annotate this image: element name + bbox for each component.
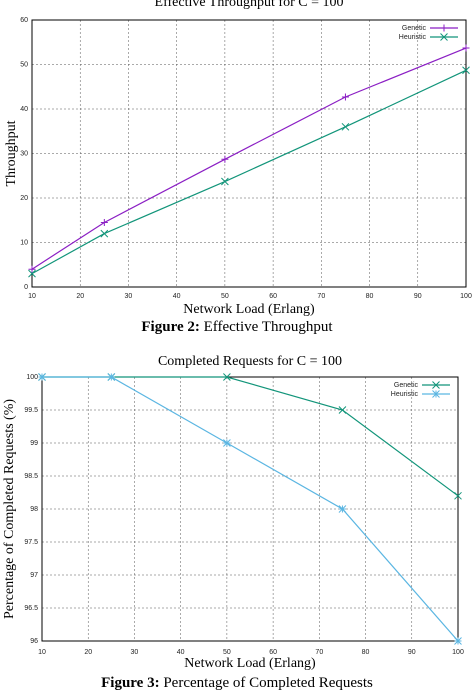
x-tick-label: 60 — [269, 293, 277, 300]
x-tick-label: 10 — [38, 649, 46, 656]
caption-text: Percentage of Completed Requests — [163, 675, 373, 691]
x-tick-label: 60 — [269, 649, 277, 656]
x-tick-label: 10 — [28, 293, 36, 300]
x-tick-label: 30 — [125, 293, 133, 300]
y-tick-label: 98.5 — [24, 473, 38, 480]
y-tick-label: 97.5 — [24, 539, 38, 546]
x-tick-label: 90 — [414, 293, 422, 300]
y-axis-label: Percentage of Completed Requests (%) — [2, 399, 17, 619]
y-tick-label: 20 — [20, 195, 28, 202]
data-point — [454, 637, 462, 645]
data-point — [221, 177, 229, 186]
y-tick-label: 99.5 — [24, 407, 38, 414]
x-tick-label: 30 — [131, 649, 139, 656]
x-tick-label: 90 — [408, 649, 416, 656]
x-tick-label: 40 — [177, 649, 185, 656]
caption-text: Effective Throughput — [204, 319, 334, 335]
y-tick-label: 40 — [20, 106, 28, 113]
data-point — [454, 491, 462, 500]
y-tick-label: 30 — [20, 150, 28, 157]
y-tick-label: 100 — [26, 374, 38, 381]
legend-marker — [432, 390, 440, 398]
chart-title: Completed Requests for C = 100 — [158, 354, 342, 369]
y-tick-label: 99 — [30, 440, 38, 447]
y-tick-label: 96.5 — [24, 605, 38, 612]
data-point — [100, 229, 109, 238]
plot-frame — [41, 376, 459, 642]
legend-marker — [432, 381, 440, 389]
y-tick-label: 0 — [24, 284, 28, 291]
data-point — [107, 373, 116, 381]
data-point — [338, 505, 347, 513]
x-axis-label: Network Load (Erlang) — [183, 302, 315, 317]
data-point — [221, 155, 229, 163]
y-tick-label: 96 — [30, 638, 38, 645]
x-tick-label: 100 — [452, 649, 464, 656]
x-tick-label: 50 — [223, 649, 231, 656]
legend-marker — [440, 24, 448, 32]
data-point — [38, 373, 46, 381]
data-point — [100, 218, 108, 226]
data-point — [338, 406, 347, 414]
caption-label: Figure 3: — [101, 675, 159, 691]
data-point — [341, 122, 350, 131]
data-point — [28, 265, 36, 273]
figure-caption: Figure 3: Percentage of Completed Reques… — [101, 675, 373, 691]
x-tick-label: 100 — [460, 293, 472, 300]
data-point — [223, 373, 231, 381]
x-tick-label: 70 — [315, 649, 323, 656]
y-tick-label: 50 — [20, 61, 28, 68]
data-point — [462, 66, 470, 75]
x-tick-label: 50 — [221, 293, 229, 300]
series-line — [31, 69, 467, 275]
x-tick-label: 40 — [173, 293, 181, 300]
x-tick-label: 80 — [366, 293, 374, 300]
x-tick-label: 70 — [317, 293, 325, 300]
y-tick-label: 10 — [20, 239, 28, 246]
x-tick-label: 80 — [362, 649, 370, 656]
plot-frame — [31, 19, 467, 288]
legend-label: Heuristic — [399, 34, 427, 41]
chart-title: Effective Throughput for C = 100 — [155, 0, 344, 10]
series-line — [31, 47, 467, 270]
data-point — [462, 44, 470, 52]
x-axis-label: Network Load (Erlang) — [184, 656, 316, 671]
y-axis-label: Throughput — [4, 120, 19, 186]
legend-label: Genetic — [402, 25, 427, 32]
legend-label: Heuristic — [391, 391, 419, 398]
figure-caption: Figure 2: Effective Throughput — [141, 319, 333, 335]
legend-marker — [440, 33, 448, 41]
y-tick-label: 97 — [30, 572, 38, 579]
caption-label: Figure 2: — [141, 319, 199, 335]
x-tick-label: 20 — [84, 649, 92, 656]
x-tick-label: 20 — [76, 293, 84, 300]
data-point — [223, 439, 231, 447]
y-tick-label: 98 — [30, 506, 38, 513]
legend-label: Genetic — [394, 382, 419, 389]
data-point — [28, 269, 36, 278]
y-tick-label: 60 — [20, 17, 28, 24]
data-point — [341, 93, 349, 101]
